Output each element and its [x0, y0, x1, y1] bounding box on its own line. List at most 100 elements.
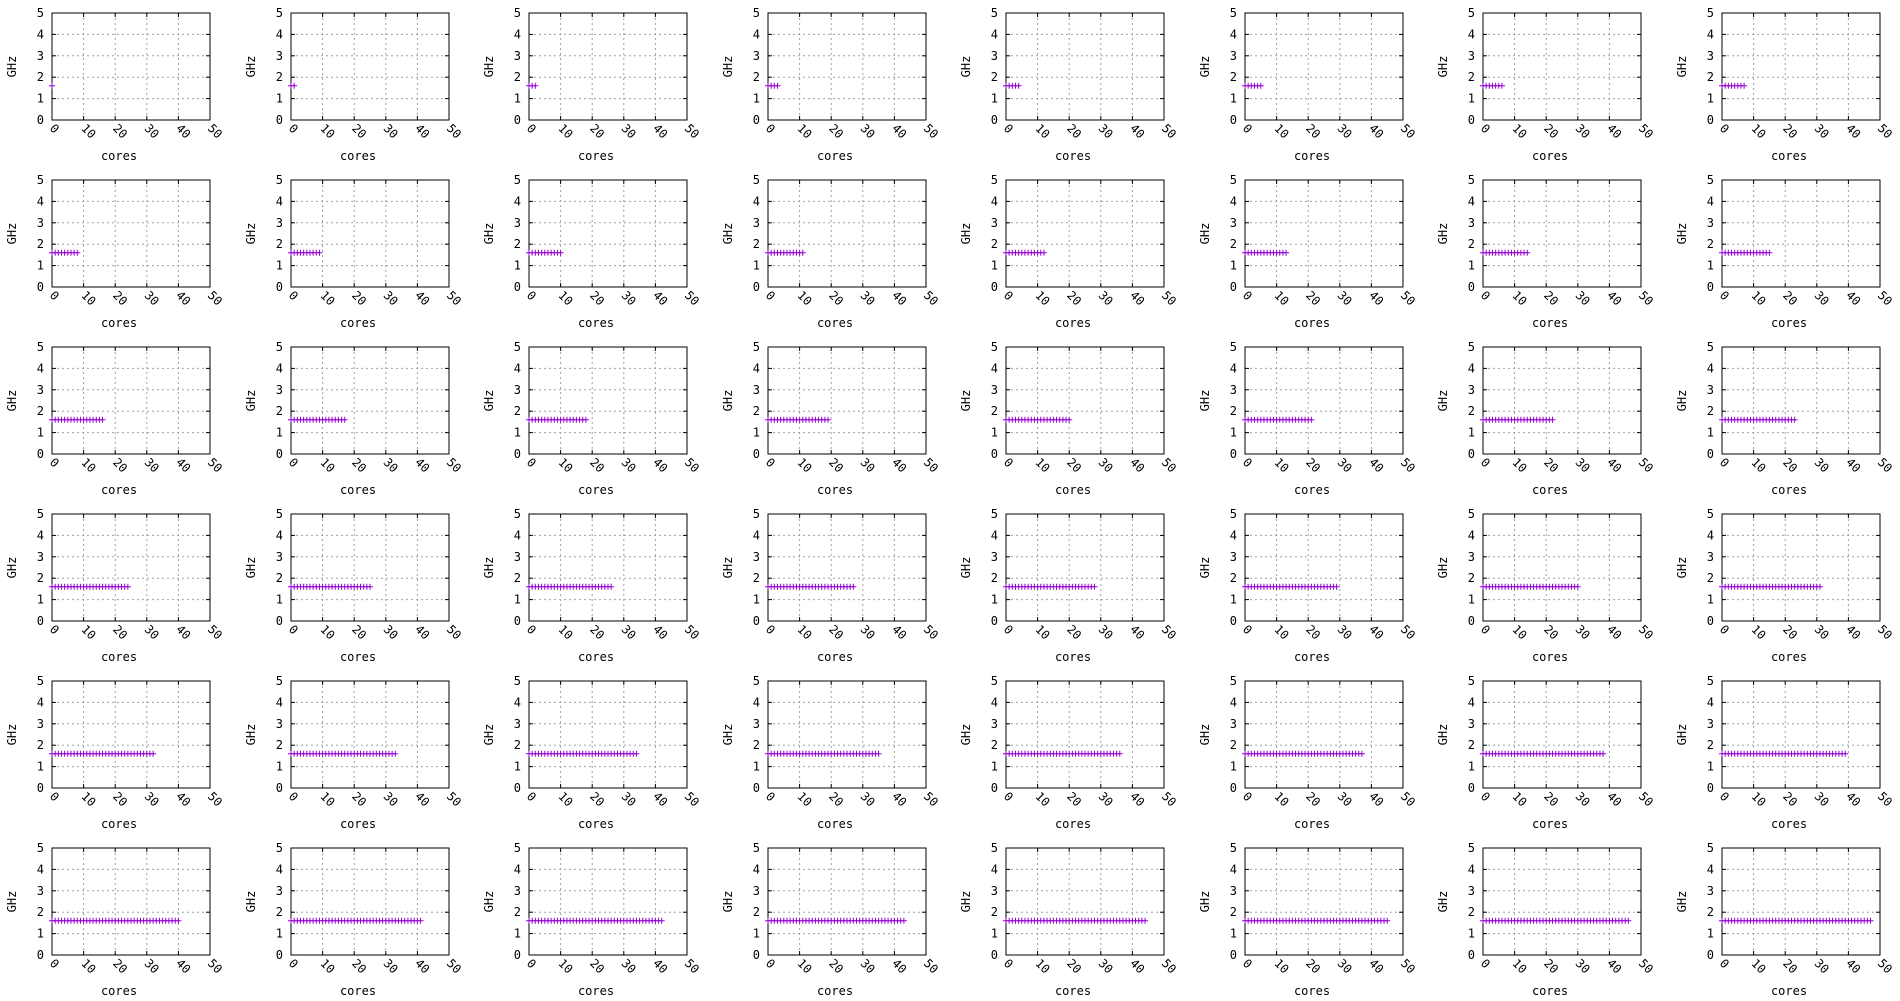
y-tick-label: 2	[1229, 237, 1236, 251]
x-axis-label: cores	[1055, 650, 1091, 664]
x-tick-label: 0	[1716, 121, 1731, 136]
x-axis-label: cores	[578, 984, 614, 998]
x-tick-label: 40	[173, 288, 193, 308]
x-axis-label: cores	[578, 650, 614, 664]
x-tick-label: 40	[889, 956, 909, 976]
y-tick-label: 0	[752, 948, 759, 962]
x-tick-label: 20	[587, 956, 607, 976]
x-tick-label: 40	[889, 455, 909, 475]
y-tick-label: 4	[991, 27, 998, 41]
y-axis-label: GHz	[482, 557, 496, 579]
y-tick-label: 0	[1229, 948, 1236, 962]
y-tick-label: 4	[514, 528, 521, 542]
x-tick-label: 30	[380, 455, 400, 475]
x-tick-label: 10	[317, 622, 337, 642]
y-tick-label: 3	[275, 884, 282, 898]
y-tick-label: 5	[1706, 340, 1713, 354]
x-tick-label: 30	[857, 288, 877, 308]
y-tick-label: 5	[991, 6, 998, 20]
y-tick-label: 1	[37, 593, 44, 607]
data-point	[532, 83, 538, 89]
x-tick-label: 10	[1509, 622, 1529, 642]
x-tick-label: 50	[205, 288, 225, 308]
y-tick-label: 0	[1706, 280, 1713, 294]
x-axis-label: cores	[339, 984, 375, 998]
y-tick-label: 3	[1706, 717, 1713, 731]
y-tick-label: 5	[991, 340, 998, 354]
x-tick-label: 40	[1366, 121, 1386, 141]
x-tick-label: 10	[1509, 789, 1529, 809]
y-tick-label: 5	[275, 6, 282, 20]
x-axis-label: cores	[1770, 316, 1806, 330]
y-tick-label: 2	[275, 571, 282, 585]
plot-frame	[1006, 681, 1164, 788]
y-tick-label: 0	[1229, 781, 1236, 795]
x-tick-label: 40	[1604, 288, 1624, 308]
plot-frame	[1483, 681, 1641, 788]
x-tick-label: 10	[1748, 288, 1768, 308]
x-tick-label: 50	[920, 789, 940, 809]
y-tick-label: 4	[1229, 695, 1236, 709]
y-tick-label: 1	[1706, 426, 1713, 440]
y-tick-label: 3	[991, 550, 998, 564]
plot-frame	[1483, 514, 1641, 621]
plot-frame	[768, 13, 926, 120]
x-tick-label: 10	[1748, 956, 1768, 976]
y-tick-label: 2	[991, 404, 998, 418]
x-tick-label: 10	[555, 956, 575, 976]
y-tick-label: 2	[1468, 70, 1475, 84]
x-tick-label: 10	[1509, 455, 1529, 475]
x-tick-label: 50	[1874, 789, 1894, 809]
y-tick-label: 3	[1229, 383, 1236, 397]
y-tick-label: 1	[752, 927, 759, 941]
y-axis-label: GHz	[1675, 724, 1689, 746]
x-tick-label: 50	[1874, 956, 1894, 976]
plot-frame	[529, 13, 687, 120]
x-tick-label: 30	[857, 455, 877, 475]
x-tick-label: 40	[1843, 622, 1863, 642]
x-tick-label: 0	[1478, 121, 1493, 136]
x-tick-label: 50	[1636, 622, 1656, 642]
y-tick-label: 2	[275, 70, 282, 84]
x-tick-label: 0	[762, 288, 777, 303]
y-tick-label: 4	[1468, 528, 1475, 542]
x-tick-label: 40	[1127, 956, 1147, 976]
x-tick-label: 40	[1366, 789, 1386, 809]
x-tick-label: 10	[1271, 622, 1291, 642]
plot-frame	[1006, 13, 1164, 120]
y-tick-label: 1	[1229, 760, 1236, 774]
x-axis-label: cores	[816, 984, 852, 998]
x-tick-label: 20	[587, 455, 607, 475]
y-tick-label: 0	[1229, 113, 1236, 127]
x-tick-label: 30	[619, 288, 639, 308]
x-axis-label: cores	[1770, 650, 1806, 664]
x-tick-label: 0	[762, 455, 777, 470]
x-axis-label: cores	[101, 817, 137, 831]
x-tick-label: 20	[1064, 455, 1084, 475]
y-tick-label: 4	[1229, 361, 1236, 375]
x-tick-label: 10	[1032, 789, 1052, 809]
y-tick-label: 4	[514, 194, 521, 208]
data-point	[74, 250, 80, 256]
x-tick-label: 20	[587, 121, 607, 141]
y-tick-label: 2	[514, 905, 521, 919]
y-tick-label: 0	[1468, 447, 1475, 461]
x-tick-label: 0	[1478, 455, 1493, 470]
y-tick-label: 0	[275, 948, 282, 962]
x-tick-label: 0	[285, 288, 300, 303]
x-tick-label: 40	[412, 455, 432, 475]
x-tick-label: 50	[920, 956, 940, 976]
y-tick-label: 4	[514, 862, 521, 876]
data-point	[341, 417, 347, 423]
y-axis-label: GHz	[1198, 223, 1212, 245]
x-tick-label: 0	[1478, 956, 1493, 971]
